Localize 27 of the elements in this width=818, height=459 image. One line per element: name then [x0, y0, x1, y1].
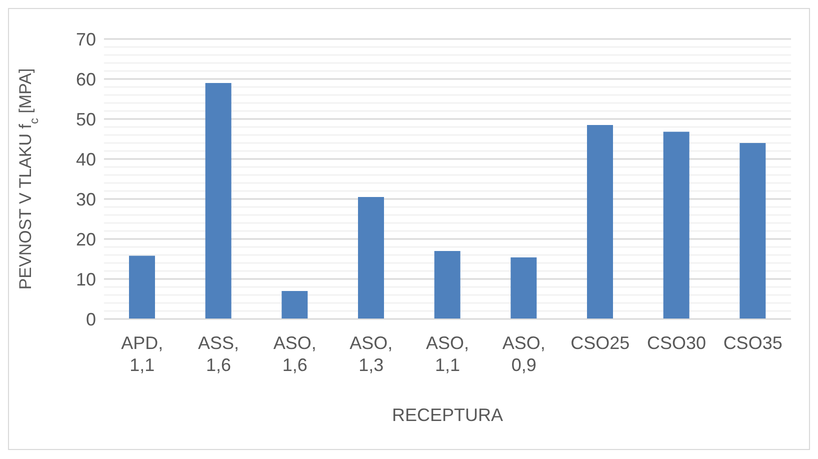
y-tick-label: 50 — [76, 109, 96, 130]
y-tick-label: 70 — [76, 29, 96, 50]
x-tick-label: ASO, 1,3 — [350, 333, 393, 375]
bar — [587, 125, 613, 319]
y-tick-label: 20 — [76, 229, 96, 250]
bar — [663, 132, 690, 319]
y-tick-label: 60 — [76, 69, 96, 90]
bar — [205, 83, 232, 319]
y-tick-label: 30 — [76, 189, 96, 210]
x-tick-label: CSO35 — [723, 333, 782, 353]
bar — [282, 291, 308, 319]
x-tick-label: ASO, 1,1 — [426, 333, 470, 375]
x-tick-label: CSO25 — [570, 333, 630, 353]
x-axis-title: RECEPTURA — [392, 405, 504, 425]
x-tick-label: APD, 1,1 — [121, 333, 164, 375]
x-tick-label: CSO30 — [646, 333, 706, 353]
bar — [129, 256, 155, 319]
y-tick-label: 0 — [86, 309, 96, 330]
bar — [510, 257, 537, 319]
x-tick-label: ASO, 1,6 — [273, 333, 316, 375]
bar — [358, 197, 384, 319]
bar — [434, 251, 460, 319]
y-tick-label: 10 — [76, 269, 96, 290]
bar — [740, 143, 766, 319]
x-tick-label: ASO, 0,9 — [502, 333, 546, 375]
x-tick-label: ASS, 1,6 — [198, 333, 240, 375]
y-tick-label: 40 — [76, 149, 96, 170]
